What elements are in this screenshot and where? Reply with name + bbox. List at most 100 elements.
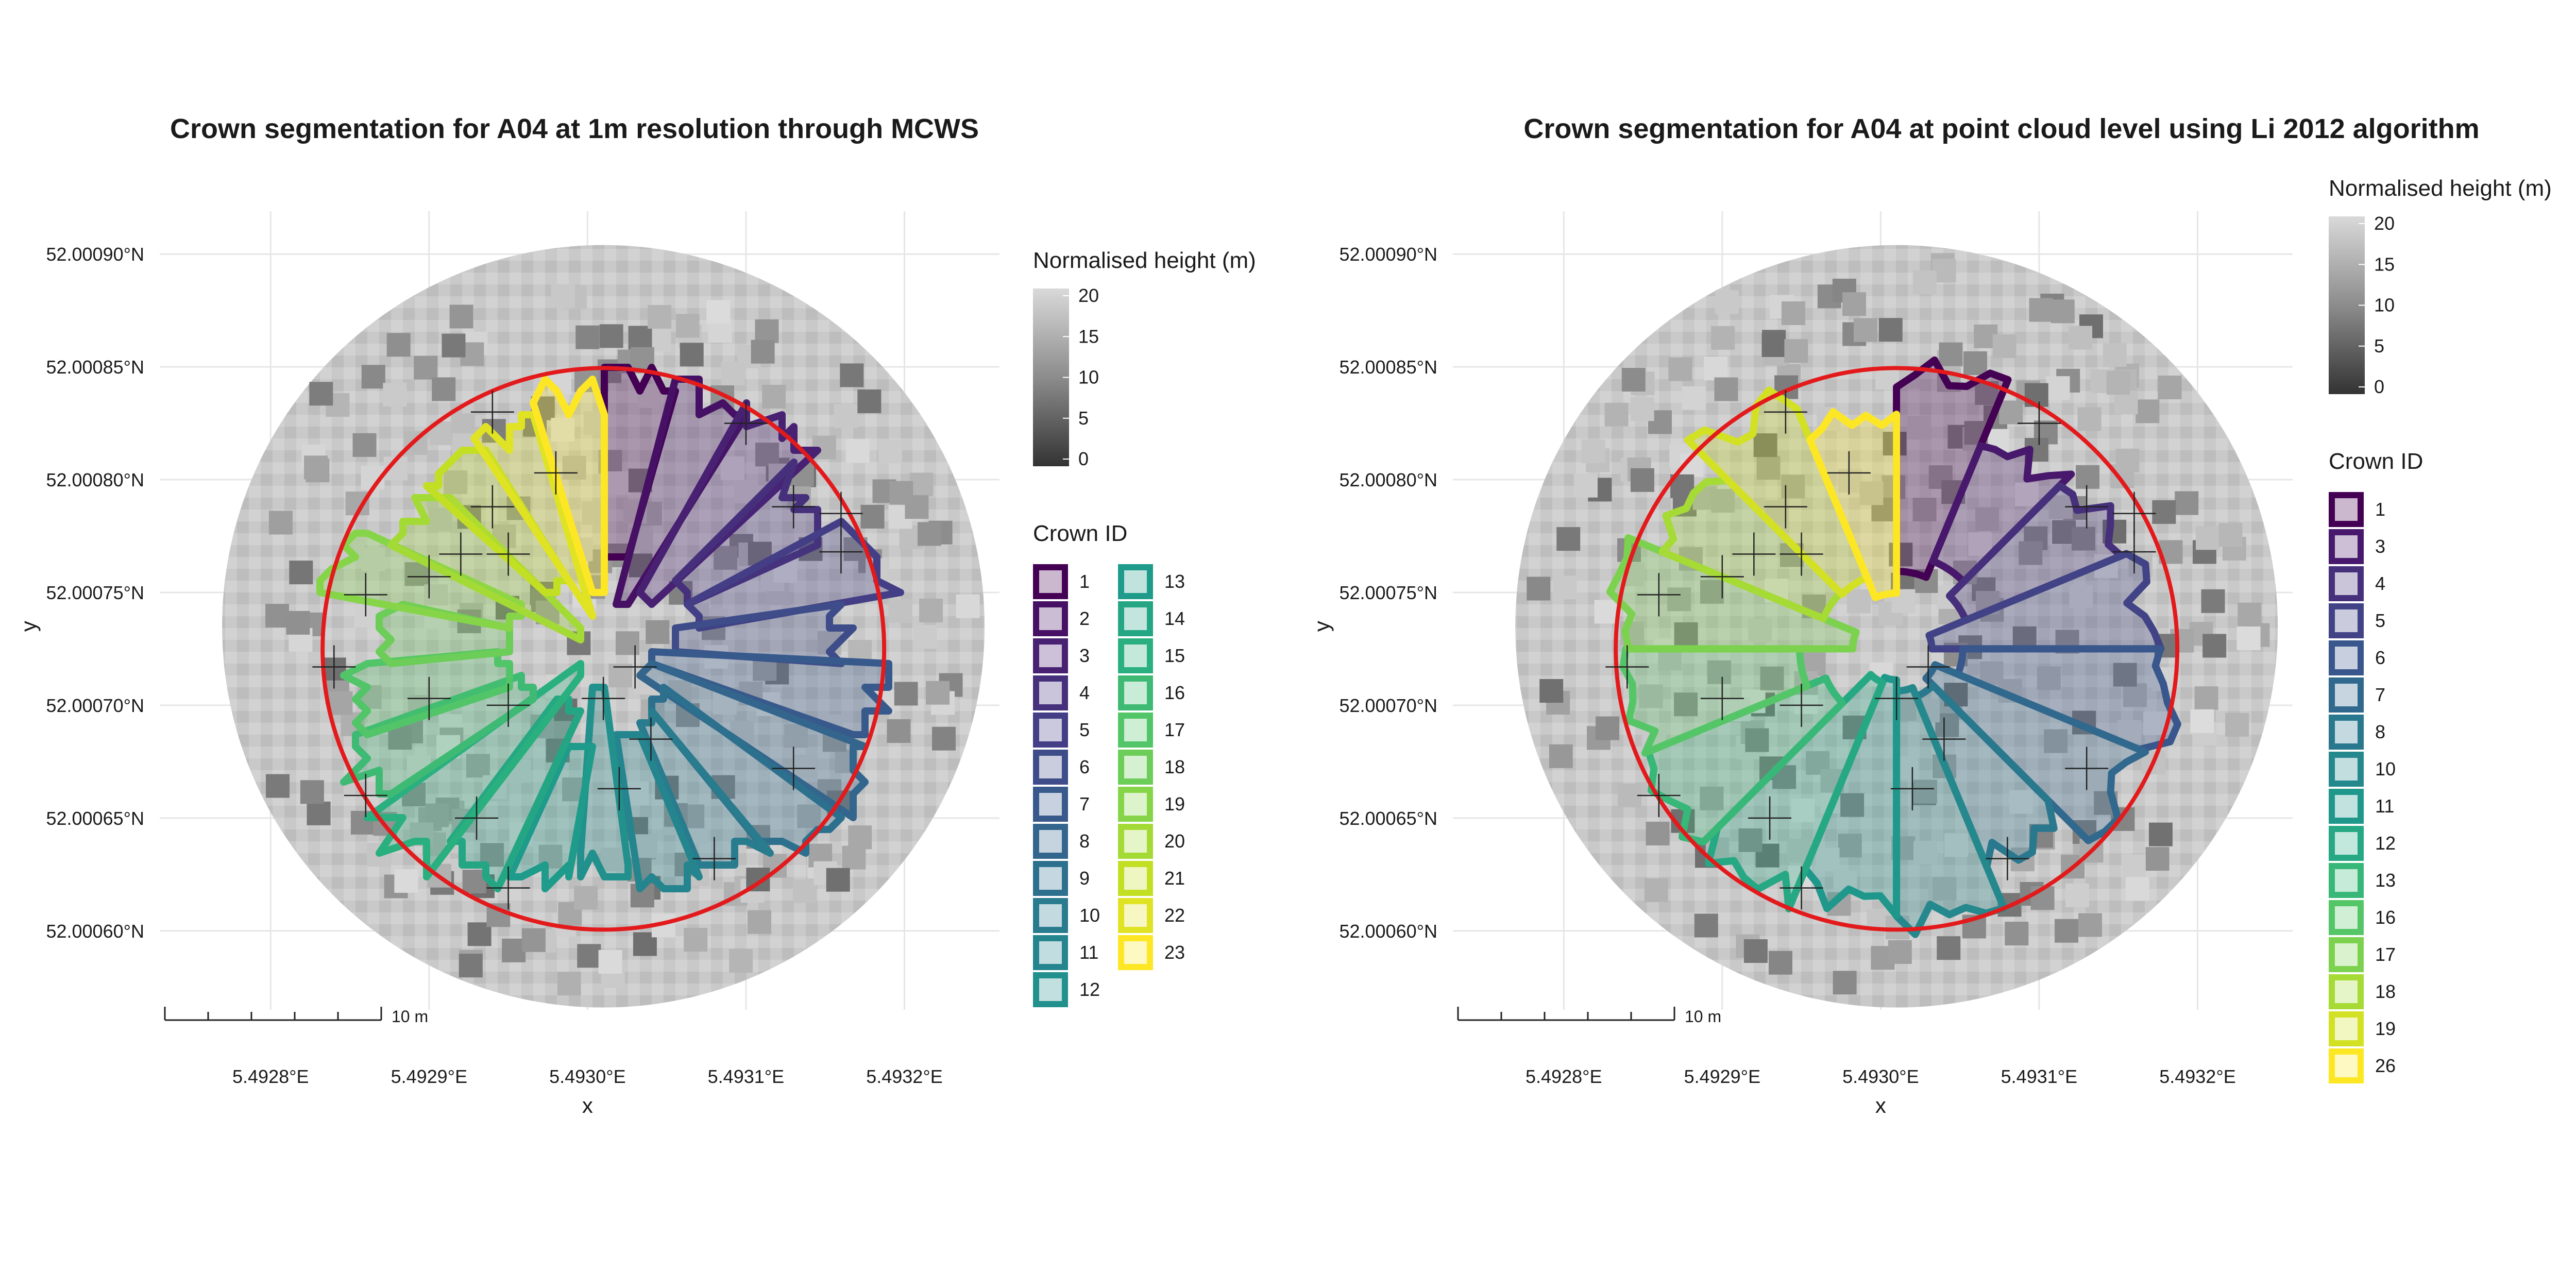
- crown-legend-item[interactable]: 22: [1118, 898, 1185, 933]
- tree-top-marker[interactable]: [312, 645, 356, 689]
- crown-legend-item[interactable]: 14: [1118, 601, 1185, 636]
- tree-top-marker[interactable]: [1875, 676, 1919, 720]
- crown-polygon-4[interactable]: [672, 459, 821, 608]
- tree-top-marker[interactable]: [1906, 645, 1950, 689]
- crown-legend-item[interactable]: 13: [2329, 863, 2396, 898]
- crown-polygon-12[interactable]: [577, 684, 632, 880]
- tree-top-marker[interactable]: [629, 717, 673, 761]
- tree-top-marker[interactable]: [407, 676, 451, 720]
- tree-top-marker[interactable]: [1780, 532, 1823, 576]
- tree-top-marker[interactable]: [819, 492, 863, 535]
- crown-legend-item[interactable]: 5: [2329, 603, 2385, 638]
- tree-top-marker[interactable]: [486, 866, 530, 910]
- tree-top-marker[interactable]: [772, 485, 816, 529]
- crown-legend-item[interactable]: 8: [1033, 824, 1090, 859]
- crown-legend-item[interactable]: 6: [2329, 640, 2385, 675]
- tree-top-marker[interactable]: [582, 676, 625, 720]
- crown-legend-item[interactable]: 4: [1033, 675, 1090, 710]
- tree-top-marker[interactable]: [1986, 837, 2029, 880]
- crown-legend-item[interactable]: 4: [2329, 566, 2385, 601]
- crown-legend-item[interactable]: 12: [2329, 826, 2396, 861]
- crown-polygon-11[interactable]: [613, 731, 703, 892]
- crown-polygon-2[interactable]: [613, 376, 750, 608]
- crown-polygon-20[interactable]: [387, 494, 584, 643]
- tree-top-marker[interactable]: [1764, 485, 1807, 529]
- tree-top-marker[interactable]: [1764, 390, 1807, 434]
- crown-legend-item[interactable]: 9: [1033, 861, 1090, 896]
- crown-polygon-10[interactable]: [636, 707, 774, 869]
- tree-top-marker[interactable]: [2112, 530, 2156, 574]
- crown-polygon-26[interactable]: [1806, 408, 1901, 601]
- tree-top-marker[interactable]: [1827, 451, 1871, 495]
- tree-top-marker[interactable]: [1748, 796, 1792, 840]
- tree-top-marker[interactable]: [613, 645, 657, 689]
- crown-legend-item[interactable]: 17: [1118, 713, 1185, 748]
- crown-polygon-11[interactable]: [1802, 674, 1901, 920]
- crown-legend-item[interactable]: 11: [1033, 935, 1098, 970]
- tree-top-marker[interactable]: [692, 837, 736, 880]
- crown-polygon-18[interactable]: [376, 601, 513, 667]
- crown-legend-item[interactable]: 17: [2329, 937, 2396, 972]
- crown-legend-item[interactable]: 13: [1118, 564, 1185, 599]
- tree-top-marker[interactable]: [2065, 485, 2109, 529]
- crown-polygon-7[interactable]: [648, 648, 892, 738]
- tree-top-marker[interactable]: [486, 532, 530, 576]
- crown-legend-item[interactable]: 10: [1033, 898, 1100, 933]
- crown-legend-item[interactable]: 19: [1118, 787, 1185, 822]
- tree-top-marker[interactable]: [1637, 573, 1681, 617]
- crown-legend-item[interactable]: 15: [1118, 638, 1185, 673]
- crown-polygon-6[interactable]: [672, 601, 857, 667]
- crown-legend-item[interactable]: 16: [2329, 900, 2396, 935]
- crown-legend-item[interactable]: 16: [1118, 675, 1185, 710]
- crown-polygon-22[interactable]: [470, 411, 596, 620]
- tree-top-marker[interactable]: [1605, 645, 1649, 689]
- crown-polygon-12[interactable]: [1705, 671, 1887, 912]
- tree-top-marker[interactable]: [1922, 717, 1966, 761]
- crown-polygon-16[interactable]: [340, 672, 537, 798]
- tree-top-marker[interactable]: [344, 774, 387, 818]
- crown-legend-item[interactable]: 23: [1118, 935, 1185, 970]
- tree-top-marker[interactable]: [486, 683, 530, 727]
- tree-top-marker[interactable]: [2017, 401, 2061, 445]
- crown-polygon-15[interactable]: [364, 660, 584, 880]
- tree-top-marker[interactable]: [2112, 492, 2156, 535]
- tree-top-marker[interactable]: [455, 796, 499, 840]
- tree-top-marker[interactable]: [1700, 555, 1744, 599]
- tree-top-marker[interactable]: [724, 401, 768, 445]
- crown-legend-item[interactable]: 26: [2329, 1048, 2396, 1083]
- tree-top-marker[interactable]: [772, 747, 816, 790]
- crown-polygon-19[interactable]: [316, 530, 525, 632]
- tree-top-marker[interactable]: [1780, 866, 1823, 910]
- crown-legend-item[interactable]: 18: [1118, 750, 1185, 785]
- crown-legend-item[interactable]: 11: [2329, 789, 2394, 824]
- crown-legend-item[interactable]: 3: [1033, 638, 1090, 673]
- tree-top-marker[interactable]: [597, 767, 641, 810]
- tree-top-marker[interactable]: [534, 451, 578, 495]
- crown-polygon-5[interactable]: [1925, 550, 2165, 653]
- crown-legend-item[interactable]: 1: [2329, 492, 2385, 527]
- crown-legend-item[interactable]: 20: [1118, 824, 1185, 859]
- crown-polygon-17[interactable]: [1606, 534, 1860, 653]
- tree-top-marker[interactable]: [1780, 683, 1823, 727]
- tree-top-marker[interactable]: [1637, 774, 1681, 818]
- crown-polygon-8[interactable]: [636, 660, 869, 821]
- tree-top-marker[interactable]: [470, 390, 514, 434]
- crown-polygon-13[interactable]: [506, 743, 596, 892]
- crown-legend-item[interactable]: 3: [2329, 529, 2385, 564]
- crown-legend-item[interactable]: 8: [2329, 715, 2385, 750]
- tree-top-marker[interactable]: [1890, 767, 1934, 810]
- crown-legend-item[interactable]: 19: [2329, 1011, 2396, 1046]
- tree-top-marker[interactable]: [2065, 747, 2109, 790]
- tree-top-marker[interactable]: [1700, 676, 1744, 720]
- crown-polygon-17[interactable]: [340, 648, 513, 738]
- crown-legend-item[interactable]: 21: [1118, 861, 1185, 896]
- tree-top-marker[interactable]: [470, 485, 514, 529]
- crown-legend-item[interactable]: 18: [2329, 974, 2396, 1009]
- tree-top-marker[interactable]: [819, 530, 863, 574]
- crown-polygon-7[interactable]: [1922, 661, 2149, 844]
- crown-legend-item[interactable]: 2: [1033, 601, 1090, 636]
- crown-legend-item[interactable]: 5: [1033, 713, 1090, 748]
- crown-legend-item[interactable]: 7: [1033, 787, 1090, 822]
- crown-legend-item[interactable]: 10: [2329, 752, 2396, 787]
- tree-top-marker[interactable]: [1732, 532, 1776, 576]
